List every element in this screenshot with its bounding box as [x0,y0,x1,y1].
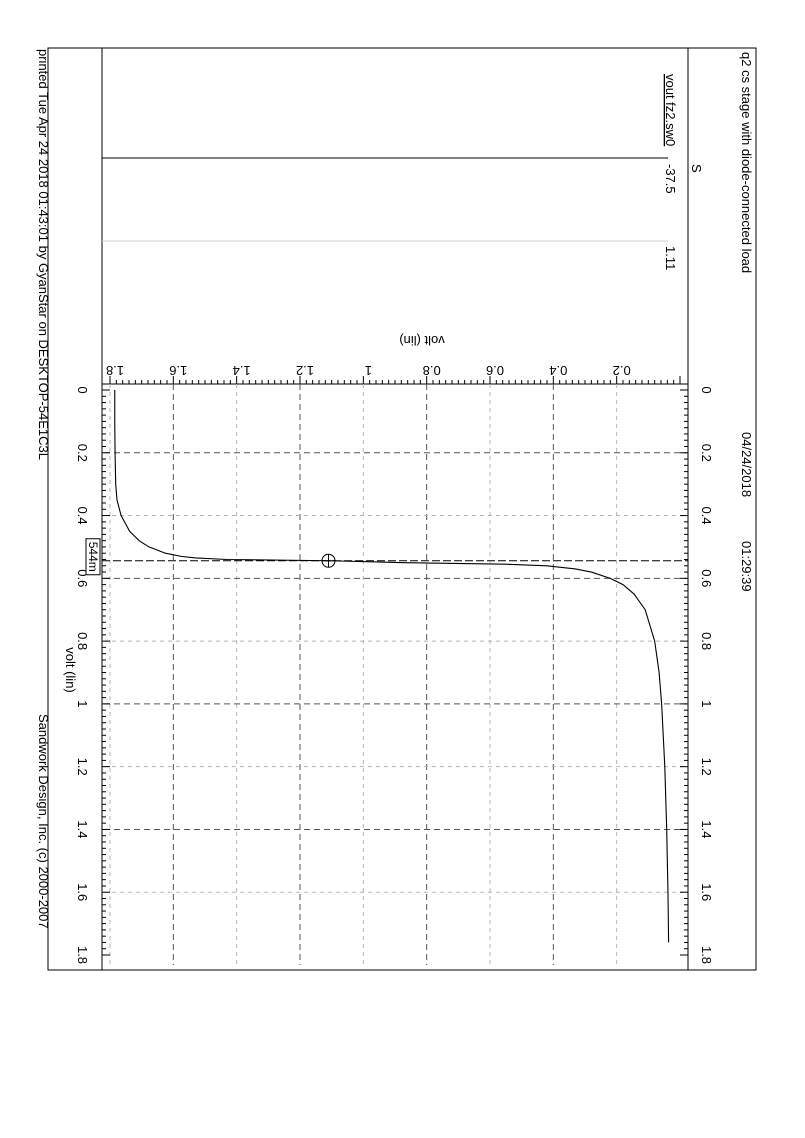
x-tick-label: 1.2 [75,758,90,776]
x-tick-label: 1.4 [75,820,90,838]
x-tick-label: 0.6 [699,569,714,587]
y-tick-label: 1.6 [169,363,187,378]
y-tick-labels: 0.2 0.4 0.6 0.8 1 1.2 1.4 1.6 1.8 [106,363,631,378]
cursor-layer: 544m [85,538,688,576]
y-tick-label: 0.2 [613,363,631,378]
x-tick-label: 1.8 [75,946,90,964]
x-tick-label: 1.4 [699,820,714,838]
x-tick-label: 0.8 [699,632,714,650]
y-tick-label: 0.4 [549,363,567,378]
header-time: 01:29:39 [739,541,754,592]
cursor-readout: 544m [86,542,100,572]
x-tick-label: 0.4 [699,507,714,525]
tick-marks [102,376,688,956]
y-axis-title: volt (lin) [399,333,445,348]
x-tick-label: 1 [699,700,714,707]
footer-copyright: Sandwork Design, Inc. (c) 2000-2007 [36,714,51,929]
outer-border [47,47,757,971]
x-tick-label: 0.4 [75,507,90,525]
cursor-readout-box [85,538,101,576]
legend-value-1: 1.11 [663,246,678,270]
y-tick-label: 1 [365,363,372,378]
x-tick-label: 1.6 [75,883,90,901]
page-frame [47,47,757,971]
x-tick-label: 1 [75,700,90,707]
y-tick-label: 1.8 [106,363,124,378]
x-tick-label: 0.2 [699,444,714,462]
footer-printed: printed Tue Apr 24 2018 01:43:01 by Gyan… [36,49,51,460]
x-tick-label: 1.6 [699,883,714,901]
series-layer [114,390,670,943]
y-tick-label: 0.8 [423,363,441,378]
x-tick-labels-bottom: 00.20.40.60.811.21.41.61.8 [75,386,90,964]
legend-trace-label: vout fz2.sw0 [663,74,678,146]
legend-value-0: -37.5 [663,164,678,194]
y-tick-label: 1.4 [233,363,251,378]
x-axis-title: volt (lin) [63,647,78,693]
header-date: 04/24/2018 [739,432,754,497]
x-tick-label: 1.8 [699,946,714,964]
chart-title: q2 cs stage with diode-connected load [739,52,754,273]
y-tick-label: 1.2 [296,363,314,378]
y-tick-label: 0.6 [486,363,504,378]
x-tick-label: 0 [75,386,90,393]
x-tick-label: 0.2 [75,444,90,462]
x-tick-labels-top: 0 0.2 0.4 0.6 0.8 1 1.2 1.4 1.6 1.8 [699,386,714,964]
legend-marker: S [689,164,704,173]
grid-lines [101,384,688,970]
x-tick-label: 0 [699,386,714,393]
x-tick-label: 0.8 [75,632,90,650]
x-tick-label: 1.2 [699,758,714,776]
series-line-vout [114,390,670,943]
